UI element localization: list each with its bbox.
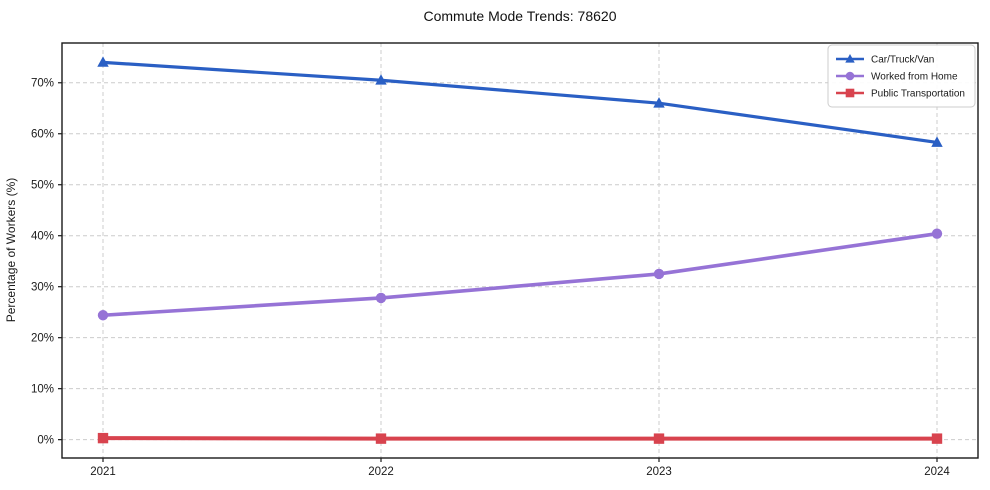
data-point-marker xyxy=(375,292,387,304)
y-tick-label: 60% xyxy=(31,129,54,141)
legend-label: Public Transportation xyxy=(871,88,965,99)
y-tick-label: 50% xyxy=(31,180,54,192)
data-point-marker xyxy=(653,97,665,108)
y-axis-label: Percentage of Workers (%) xyxy=(4,178,18,323)
x-tick-label: 2023 xyxy=(646,466,672,478)
data-point-marker xyxy=(653,433,665,444)
data-point-marker xyxy=(97,432,109,444)
y-tick-label: 20% xyxy=(31,333,54,345)
y-tick-label: 30% xyxy=(31,282,54,294)
legend-swatch-marker xyxy=(845,88,855,98)
data-point-marker xyxy=(375,74,387,85)
legend-label: Car/Truck/Van xyxy=(871,54,934,65)
data-point-marker xyxy=(653,268,665,280)
x-tick-label: 2022 xyxy=(368,466,394,478)
data-point-marker xyxy=(931,433,943,444)
y-tick-label: 0% xyxy=(37,435,54,447)
x-tick-label: 2021 xyxy=(90,466,116,478)
legend-swatch-marker xyxy=(845,54,855,63)
data-point-marker xyxy=(931,228,943,239)
data-point-marker xyxy=(97,310,109,321)
series-line xyxy=(101,231,939,318)
y-tick-label: 10% xyxy=(31,384,54,396)
plot-border xyxy=(61,42,979,459)
series-line xyxy=(101,60,939,145)
legend-box xyxy=(827,44,976,108)
x-tick-label: 2024 xyxy=(924,466,950,478)
series-line xyxy=(101,436,939,441)
data-point-marker xyxy=(375,433,387,444)
data-point-marker xyxy=(97,56,109,67)
data-point-marker xyxy=(931,136,943,147)
plot-area: 0% 10% 20% 30% 40% 50% 60% 70% 2021 2022 2023 2024 C… xyxy=(31,42,979,478)
legend-swatch-marker xyxy=(845,71,855,81)
legend-label: Worked from Home xyxy=(871,71,958,82)
y-tick-label: 70% xyxy=(31,78,54,90)
chart-title: Commute Mode Trends: 78620 xyxy=(424,8,617,24)
y-tick-label: 40% xyxy=(31,231,54,243)
